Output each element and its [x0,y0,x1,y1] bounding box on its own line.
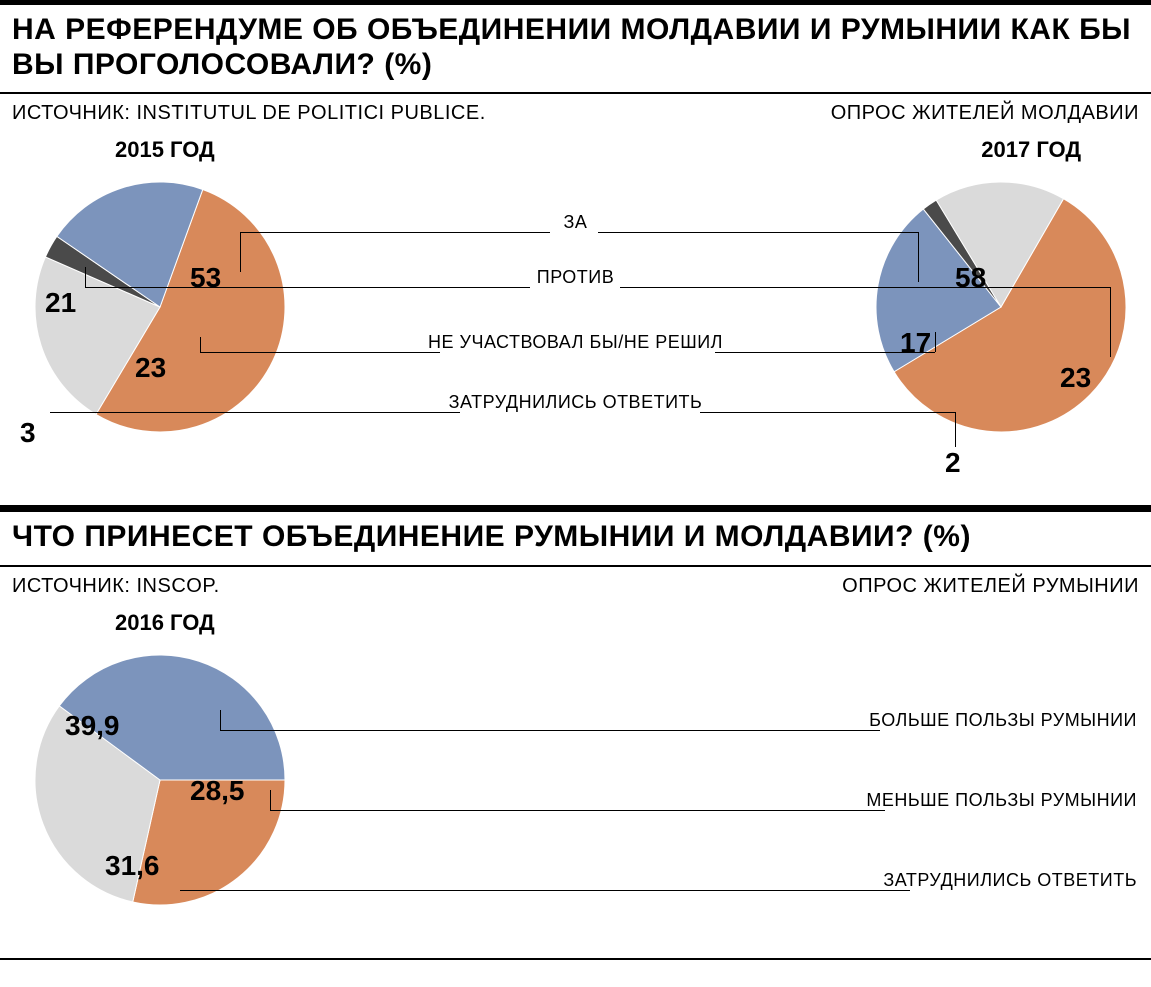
leader-line [1110,287,1111,357]
leader-line [620,287,1110,288]
leader-line [85,267,86,287]
pie-2015-val-dk: 3 [20,417,36,449]
pie-2016-val-dk: 31,6 [105,850,160,882]
section1-audience: ОПРОС ЖИТЕЛЕЙ МОЛДАВИИ [831,102,1139,125]
cat-dk: ЗАТРУДНИЛИСЬ ОТВЕТИТЬ [0,392,1151,413]
pie-2016-val-more: 39,9 [65,710,120,742]
leader-line [700,412,955,413]
leader-line [935,332,936,352]
cat2-less: МЕНЬШЕ ПОЛЬЗЫ РУМЫНИИ [866,790,1137,811]
cat2-more: БОЛЬШЕ ПОЛЬЗЫ РУМЫНИИ [869,710,1137,731]
leader-line [200,352,440,353]
cat2-dk: ЗАТРУДНИЛИСЬ ОТВЕТИТЬ [883,870,1137,891]
cat-for: ЗА [0,212,1151,233]
leader-line [598,232,918,233]
section-referendum: НА РЕФЕРЕНДУМЕ ОБ ОБЪЕДИНЕНИИ МОЛДАВИИ И… [0,0,1151,507]
leader-line [200,337,201,352]
cat-undecided: НЕ УЧАСТВОВАЛ БЫ/НЕ РЕШИЛ [0,332,1151,353]
leader-line [715,352,935,353]
leader-line [50,412,460,413]
infographic-container: НА РЕФЕРЕНДУМЕ ОБ ОБЪЕДИНЕНИИ МОЛДАВИИ И… [0,0,1151,960]
pie-2015-val-undecided: 23 [135,352,166,384]
leader-line [85,287,530,288]
pie-2015-title: 2015 ГОД [115,137,215,163]
leader-line [180,890,910,891]
pie-2017-title: 2017 ГОД [981,137,1081,163]
pie-2016-val-less: 28,5 [190,775,245,807]
leader-line [270,810,885,811]
leader-line [955,412,956,447]
leader-line [220,730,880,731]
pie-2015-val-against: 21 [45,287,76,319]
section-benefits: ЧТО ПРИНЕСЕТ ОБЪЕДИНЕНИЕ РУМЫНИИ И МОЛДА… [0,507,1151,960]
leader-line [220,710,221,730]
section1-title: НА РЕФЕРЕНДУМЕ ОБ ОБЪЕДИНЕНИИ МОЛДАВИИ И… [0,5,1151,94]
leader-line [918,232,919,282]
section1-source: ИСТОЧНИК: INSTITUTUL DE POLITICI PUBLICE… [12,102,486,125]
section1-chart-area: 2015 ГОД 2017 ГОД 53 23 3 21 58 23 2 17 … [0,137,1151,507]
pie-2017-val-dk: 2 [945,447,961,479]
pie-2016 [30,650,290,915]
section2-title: ЧТО ПРИНЕСЕТ ОБЪЕДИНЕНИЕ РУМЫНИИ И МОЛДА… [0,512,1151,567]
pie-2016-svg [30,650,290,910]
pie-2017-val-against: 23 [1060,362,1091,394]
cat-against: ПРОТИВ [0,267,1151,288]
section2-audience: ОПРОС ЖИТЕЛЕЙ РУМЫНИИ [842,575,1139,598]
leader-line [270,790,271,810]
section2-meta: ИСТОЧНИК: INSCOP. ОПРОС ЖИТЕЛЕЙ РУМЫНИИ [0,567,1151,610]
pie-2016-title: 2016 ГОД [115,610,215,636]
leader-line [240,232,241,272]
section2-chart-area: 2016 ГОД 39,9 28,5 31,6 БОЛЬШЕ ПОЛЬЗЫ РУ… [0,610,1151,960]
leader-line [240,232,550,233]
section1-meta: ИСТОЧНИК: INSTITUTUL DE POLITICI PUBLICE… [0,94,1151,137]
section2-source: ИСТОЧНИК: INSCOP. [12,575,220,598]
